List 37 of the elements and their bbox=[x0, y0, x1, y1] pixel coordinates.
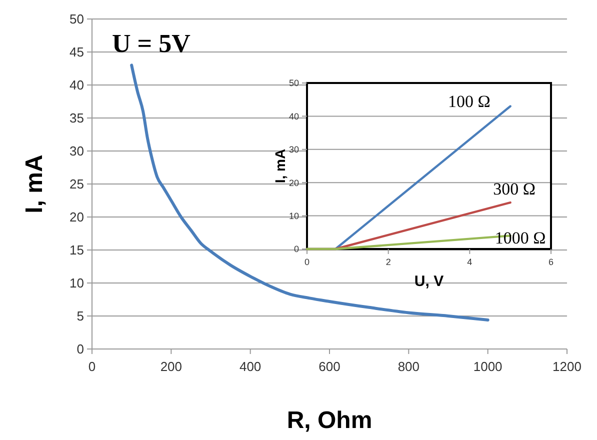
y-tick-label: 20 bbox=[70, 210, 84, 225]
y-tick-label: 25 bbox=[70, 176, 84, 192]
y-tick-label: 50 bbox=[288, 78, 299, 88]
line-series bbox=[130, 64, 490, 322]
y-tick-label: 40 bbox=[288, 111, 299, 122]
x-tick-label: 200 bbox=[160, 359, 182, 374]
x-tick-label: 6 bbox=[548, 257, 554, 267]
y-tick-label: 40 bbox=[70, 78, 84, 93]
y-tick-label: 30 bbox=[70, 144, 84, 159]
x-tick-label: 1000 bbox=[473, 359, 502, 374]
y-tick-label: 15 bbox=[70, 242, 84, 258]
series-label: 1000 Ω bbox=[494, 228, 546, 248]
y-axis-title: I, mA bbox=[21, 154, 48, 214]
x-tick-label: 2 bbox=[386, 257, 391, 267]
y-tick-label: 45 bbox=[70, 44, 84, 60]
x-tick-label: 800 bbox=[398, 359, 420, 374]
x-tick-label: 0 bbox=[88, 359, 96, 374]
x-tick-label: 4 bbox=[467, 257, 472, 267]
x-tick-label: 0 bbox=[304, 257, 310, 267]
x-axis-title: R, Ohm bbox=[286, 407, 372, 434]
y-tick-label: 0 bbox=[76, 342, 84, 357]
x-tick-label: 600 bbox=[318, 359, 340, 374]
y-tick-label: 5 bbox=[76, 308, 84, 324]
y-tick-label: 10 bbox=[70, 276, 84, 291]
series-label: 300 Ω bbox=[493, 180, 536, 199]
y-tick-label: 35 bbox=[70, 110, 84, 126]
chart-title: U = 5V bbox=[112, 29, 191, 58]
series-label: 100 Ω bbox=[448, 92, 490, 111]
y-tick-label: 30 bbox=[288, 144, 299, 155]
y-tick-label: 50 bbox=[70, 12, 84, 27]
x-tick-label: 400 bbox=[239, 359, 262, 374]
y-tick-label: 10 bbox=[288, 210, 299, 221]
y-tick-label: 20 bbox=[288, 178, 299, 188]
y-tick-label: 0 bbox=[294, 244, 299, 254]
y-axis-title: I, mA bbox=[272, 148, 288, 184]
x-axis-title: U, V bbox=[414, 273, 444, 290]
x-tick-label: 1200 bbox=[552, 359, 582, 374]
